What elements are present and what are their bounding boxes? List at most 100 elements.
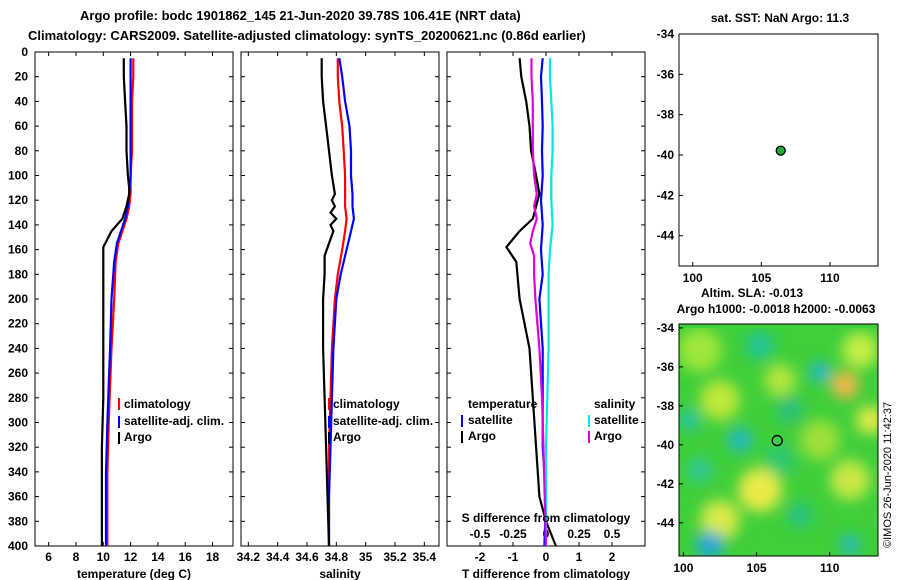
x-tick-label: 16 xyxy=(179,550,193,564)
legend-climatology-sal: climatology xyxy=(333,397,400,411)
sla-blob xyxy=(810,362,830,382)
series-line-salinity-satellite xyxy=(544,58,554,546)
sla-blob xyxy=(764,444,796,476)
x-tick-label: 35.2 xyxy=(383,550,407,564)
x-tick-label: 14 xyxy=(151,550,165,564)
salinity-legend: climatology satellite-adj. clim. Argo xyxy=(328,397,433,444)
sla-title-2: Argo h1000: -0.0018 h2000: -0.0063 xyxy=(677,302,876,316)
map-x-label: 105 xyxy=(751,271,771,285)
depth-tick-label: 0 xyxy=(21,45,28,59)
s-tick-label: -0.5 xyxy=(470,527,491,541)
depth-tick-label: 240 xyxy=(8,341,28,355)
x-tick-label: 34.6 xyxy=(295,550,319,564)
sla-blob xyxy=(700,500,740,540)
depth-tick-label: 120 xyxy=(8,193,28,207)
sla-blob xyxy=(788,503,812,527)
sla-map-frame xyxy=(678,323,879,557)
sst-map-marks: -34 -36 -38 -40 -42 -44 100 105 110 xyxy=(657,27,840,285)
sla-blob xyxy=(680,410,700,430)
argo-location-marker xyxy=(775,145,786,156)
x-tick-label: 12 xyxy=(124,550,138,564)
depth-tick-label: 360 xyxy=(8,490,28,504)
sst-map-title: sat. SST: NaN Argo: 11.3 xyxy=(711,11,850,25)
x-tick-label: -2 xyxy=(475,550,486,564)
depth-tick-label: 80 xyxy=(15,144,29,158)
depth-tick-label: 40 xyxy=(15,94,29,108)
difference-legend: temperature salinity satellite Argo sate… xyxy=(461,397,639,443)
legend-title-temperature: temperature xyxy=(468,397,538,411)
series-line-temperature-argo xyxy=(505,58,557,547)
depth-tick-label: 60 xyxy=(15,119,29,133)
legend-t-satellite: satellite xyxy=(468,413,513,427)
depth-tick-label: 220 xyxy=(8,317,28,331)
legend-satellite-adj: satellite-adj. clim. xyxy=(124,414,224,428)
x-tick-label: 1 xyxy=(576,550,583,564)
legend-t-argo: Argo xyxy=(468,429,496,443)
sla-blob xyxy=(764,364,796,396)
depth-tick-label: 260 xyxy=(8,366,28,380)
x-tick-label: 34.4 xyxy=(266,550,290,564)
x-tick-label: 18 xyxy=(206,550,220,564)
sla-heatmap xyxy=(679,324,878,556)
x-tick-label: 34.2 xyxy=(237,550,261,564)
sla-blob xyxy=(776,396,804,424)
sla-blob xyxy=(831,371,859,399)
map2-y-label: -36 xyxy=(657,360,675,374)
x-tick-label: 8 xyxy=(73,550,80,564)
series-line-satellite-adj-clim- xyxy=(104,58,132,546)
depth-tick-label: 340 xyxy=(8,465,28,479)
x-tick-label: 2 xyxy=(609,550,616,564)
salinity-xlabel: salinity xyxy=(319,567,361,580)
argo-location-marker-sla xyxy=(771,434,783,447)
map-y-label: -38 xyxy=(657,108,675,122)
legend-title-salinity: salinity xyxy=(594,397,636,411)
map2-x-label: 110 xyxy=(820,561,840,575)
sla-blob xyxy=(679,328,722,372)
temperature-legend: climatology satellite-adj. clim. Argo xyxy=(118,397,224,444)
series-line-climatology xyxy=(327,58,348,546)
depth-axis: 0 20 40 60 80 100 120 140 160 180 200 220 240 260 280 3… xyxy=(8,45,28,553)
map2-y-label: -34 xyxy=(657,321,675,335)
map-y-label: -42 xyxy=(657,188,675,202)
sla-blob xyxy=(800,420,840,460)
depth-tick-label: 140 xyxy=(8,218,28,232)
x-tick-label: 10 xyxy=(97,550,111,564)
temperature-panel xyxy=(34,51,234,547)
depth-tick-label: 400 xyxy=(8,539,28,553)
series-line-climatology xyxy=(106,58,135,546)
legend-s-satellite: satellite xyxy=(594,413,639,427)
legend-argo: Argo xyxy=(124,430,152,444)
map-y-label: -36 xyxy=(657,67,675,81)
map2-x-label: 105 xyxy=(747,561,767,575)
sla-blob xyxy=(842,332,878,368)
map2-y-label: -42 xyxy=(657,477,675,491)
x-tick-label: 35 xyxy=(359,550,373,564)
depth-tick-label: 100 xyxy=(8,169,28,183)
sla-map-marks: -34 -36 -38 -40 -42 -44 100 105 110 xyxy=(657,321,840,575)
watermark: ©IMOS 26-Jun-2020 11:42:37 xyxy=(882,402,894,548)
map-y-label: -40 xyxy=(657,148,675,162)
sla-blob xyxy=(856,406,878,434)
x-tick-label: 6 xyxy=(45,550,52,564)
x-tick-label: 0 xyxy=(543,550,550,564)
depth-tick-label: 20 xyxy=(15,70,29,84)
map-y-label: -44 xyxy=(657,229,675,243)
panel-ticks: 6 8 10 12 14 16 18 34.2 34.4 34.6 34.8 35 35.2 35.4 -2… xyxy=(35,51,645,564)
title-line-1: Argo profile: bodc 1901862_145 21-Jun-20… xyxy=(80,8,521,23)
sdiff-label: S difference from climatology xyxy=(462,511,631,525)
map2-y-label: -44 xyxy=(657,516,675,530)
map2-y-label: -40 xyxy=(657,438,675,452)
depth-tick-label: 160 xyxy=(8,243,28,257)
x-tick-label: 35.4 xyxy=(413,550,437,564)
series-line-argo xyxy=(320,58,338,547)
depth-tick-label: 380 xyxy=(8,514,28,528)
series-line-satellite-adj-clim- xyxy=(327,58,356,546)
temperature-xlabel: temperature (deg C) xyxy=(77,567,191,580)
map-y-label: -34 xyxy=(657,27,675,41)
sla-blob xyxy=(700,380,740,420)
s-tick-label: 0.25 xyxy=(567,527,591,541)
sla-blob xyxy=(738,468,782,512)
depth-tick-label: 200 xyxy=(8,292,28,306)
title-line-2: Climatology: CARS2009. Satellite-adjuste… xyxy=(28,28,586,43)
